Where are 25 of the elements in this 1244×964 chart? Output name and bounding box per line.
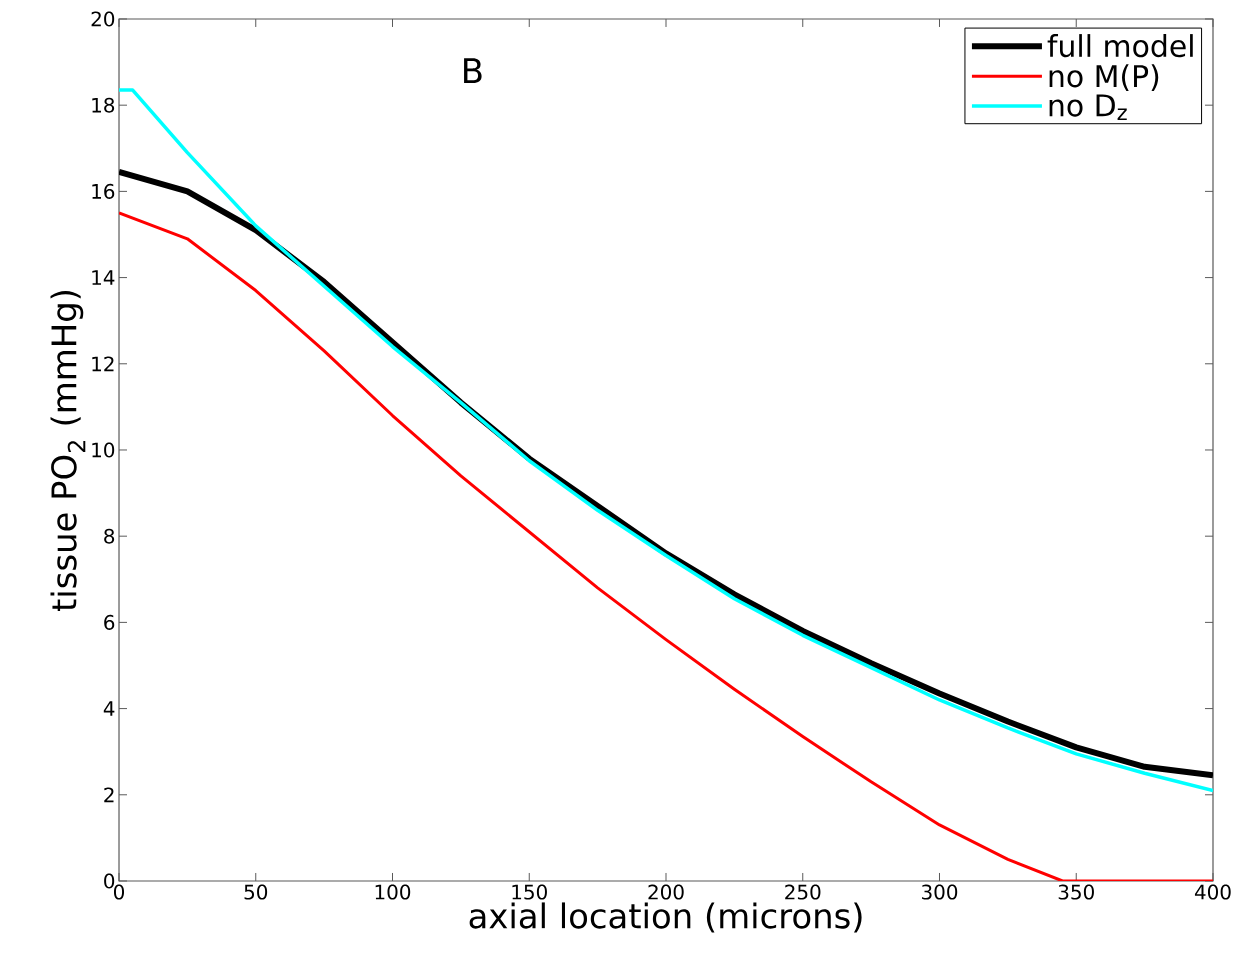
y-tick-label: 4	[103, 701, 115, 716]
legend-label: no D$_{z}$	[1049, 94, 1127, 120]
y-tick-label: 10	[92, 442, 115, 458]
x-tick-label: 150	[512, 884, 547, 900]
x-tick-label: 250	[785, 884, 821, 900]
y-tick-label: 2	[104, 787, 114, 803]
legend-label: no M(P)	[1049, 64, 1159, 91]
y-axis-title: tissue PO$_{2}$ (mmHg)	[50, 290, 86, 612]
y-tick-label: 16	[92, 183, 115, 199]
y-tick-label: 14	[92, 270, 115, 285]
y-tick-label: 18	[92, 97, 115, 113]
x-tick-label: 350	[1058, 884, 1094, 900]
x-tick-label: 200	[648, 884, 684, 900]
x-tick-label: 400	[1194, 884, 1231, 900]
y-tick-label: 6	[104, 614, 115, 630]
legend-label: full model	[1047, 34, 1193, 58]
x-tick-label: 100	[375, 884, 411, 900]
x-axis-title: axial location (microns)	[469, 902, 862, 933]
y-tick-label: 20	[91, 11, 115, 27]
y-tick-label: 0	[104, 873, 115, 889]
y-tick-label: 12	[92, 356, 114, 372]
annotation: B	[464, 58, 482, 84]
x-tick-label: 50	[244, 884, 268, 900]
x-tick-label: 300	[922, 884, 958, 900]
y-tick-label: 8	[104, 528, 115, 544]
